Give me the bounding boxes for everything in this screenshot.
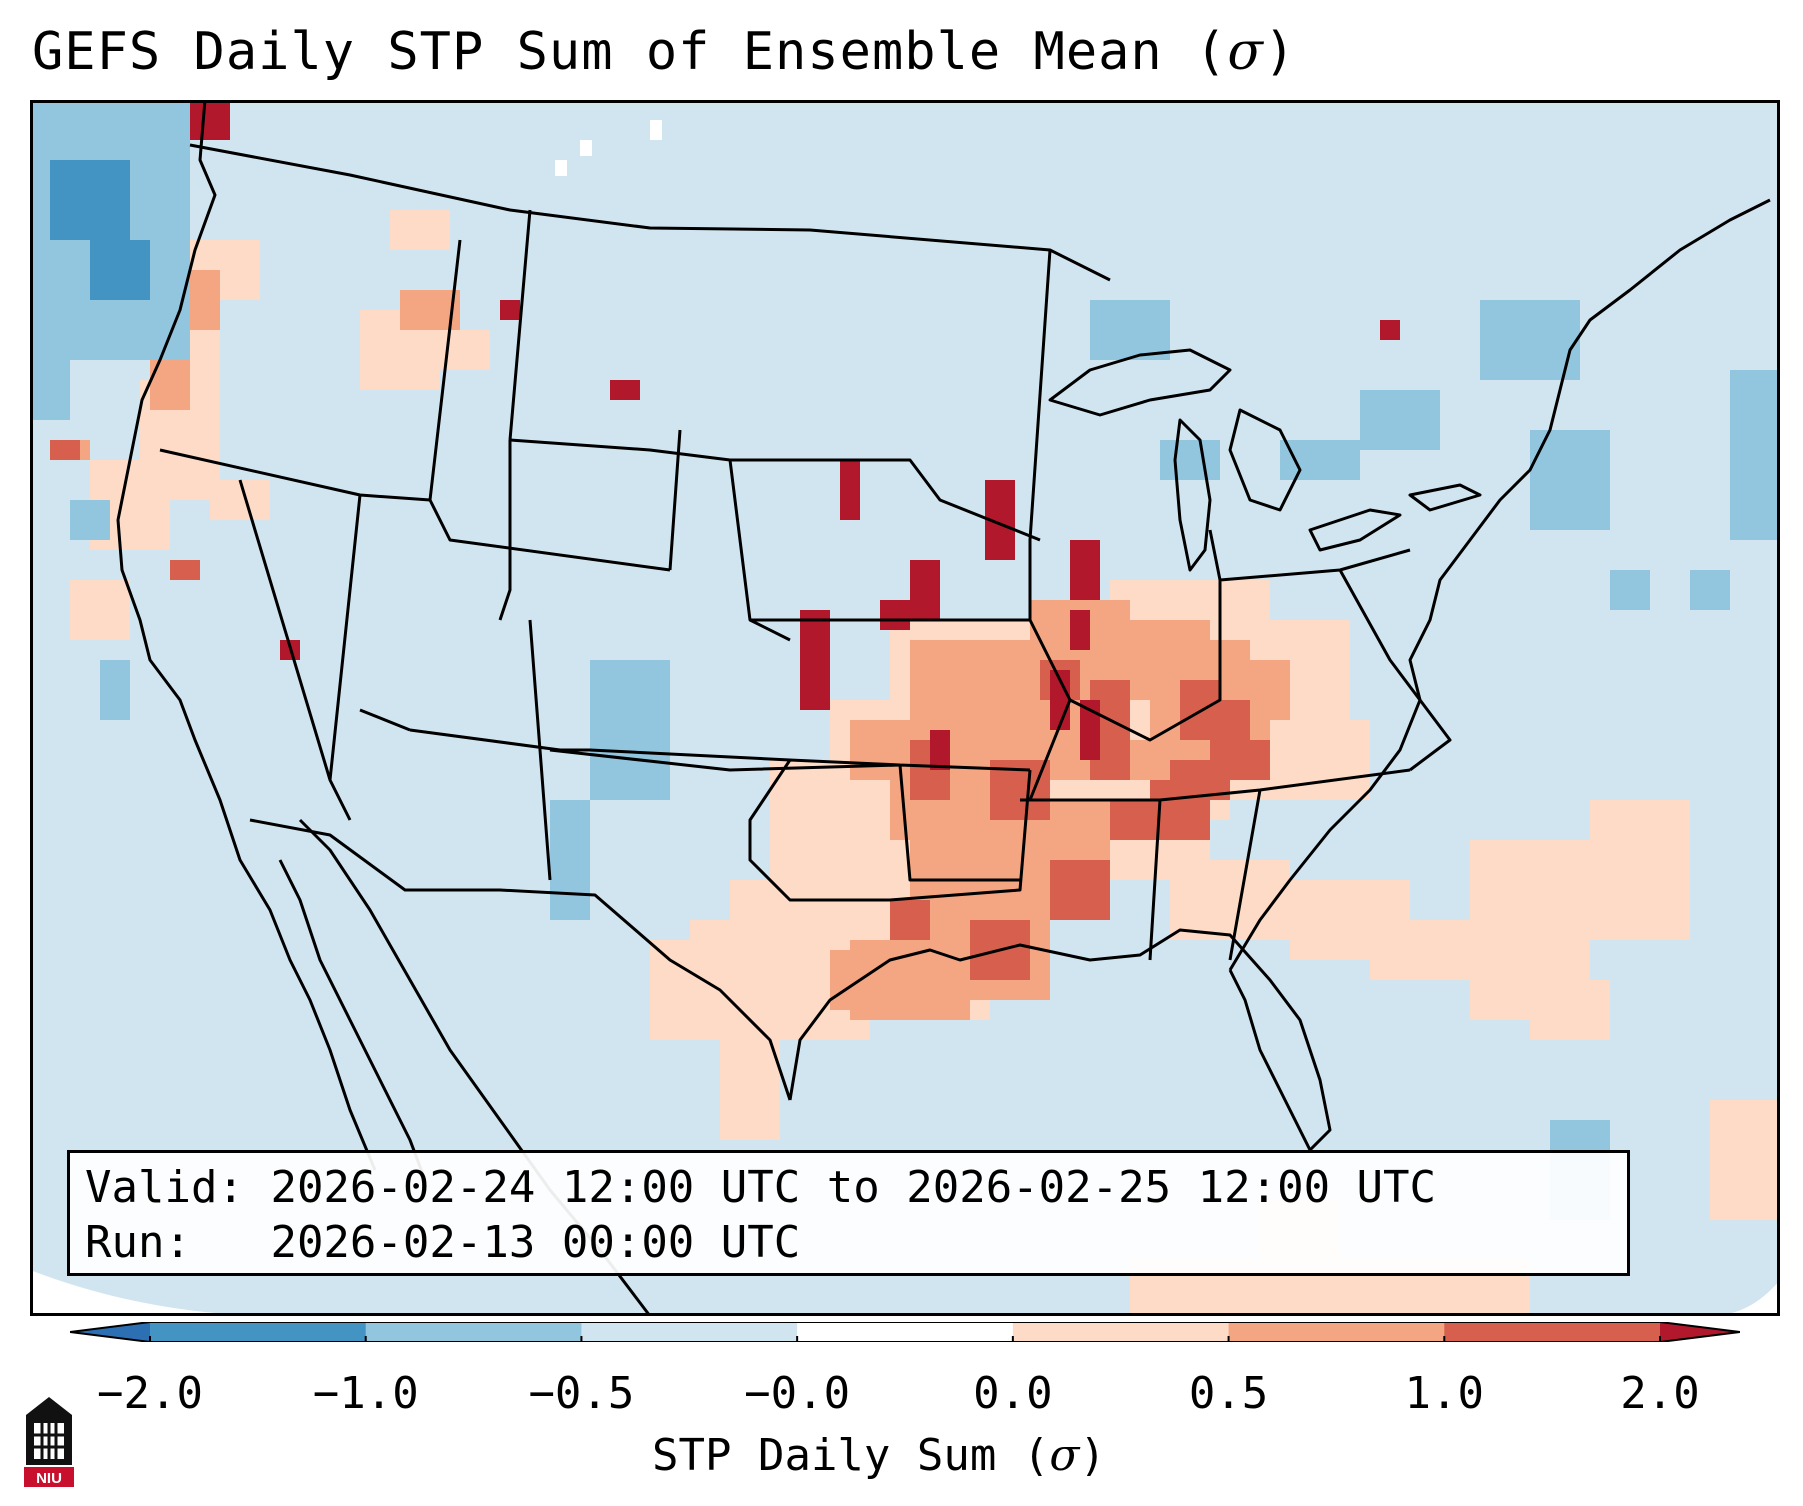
valid-label: Valid: [85, 1162, 244, 1213]
stp-weak-negative [100, 660, 130, 720]
colorbar-tick-label: 0.0 [973, 1368, 1053, 1419]
title-sigma: σ [1227, 22, 1264, 82]
projection-edge-right [1710, 1280, 1780, 1316]
colorbar-segment [1444, 1322, 1661, 1342]
colorbar-segment [797, 1322, 1014, 1342]
colorbar-label-text: STP Daily Sum ( [652, 1430, 1050, 1481]
lake-huron [1228, 408, 1302, 512]
stp-weak-positive [690, 920, 770, 1020]
stp-extreme-positive [500, 300, 520, 320]
boundaries [116, 100, 1771, 1316]
stp-weak-positive [1590, 800, 1690, 940]
stp-extreme-positive [1070, 540, 1100, 600]
stp-zero-cell [580, 140, 592, 156]
colorbar-tick-label: −1.0 [312, 1368, 419, 1419]
colorbar-extend-low [70, 1322, 150, 1342]
baja [278, 859, 427, 1181]
map-panel [30, 100, 1780, 1316]
colorbar-tick-label: 2.0 [1620, 1368, 1700, 1419]
west-coastline [116, 100, 377, 1171]
stp-weak-positive [1170, 860, 1290, 940]
stp-extreme-positive [190, 100, 230, 140]
stp-extreme-positive [1380, 320, 1400, 340]
stp-weak-negative [1690, 570, 1730, 610]
stp-weak-positive [210, 480, 270, 520]
colorbar-label: STP Daily Sum (σ) [652, 1430, 1106, 1481]
colorbar-segment [581, 1322, 798, 1342]
stp-weak-positive [1710, 1100, 1780, 1220]
stp-extreme-positive [1070, 610, 1090, 650]
stp-extreme-positive [1080, 700, 1100, 760]
stp-extreme-positive [840, 460, 860, 520]
lake-superior [1048, 348, 1232, 417]
run-label: Run: [85, 1217, 191, 1268]
lake-michigan [1173, 418, 1212, 572]
stp-weak-negative [1160, 440, 1220, 480]
stp-weak-positive [430, 330, 490, 370]
stp-weak-negative [1280, 440, 1360, 480]
title-close: ) [1263, 22, 1297, 82]
lake-erie [1308, 508, 1402, 552]
colorbar-tick-label: 0.5 [1188, 1368, 1269, 1419]
stp-moderate-positive [830, 950, 910, 1010]
stp-weak-negative [30, 360, 70, 420]
stp-extreme-positive [800, 610, 830, 710]
stp-moderate-positive [910, 820, 990, 880]
east-coast [1228, 198, 1771, 971]
stp-weak-positive [390, 210, 450, 250]
lake-ontario [1408, 483, 1482, 512]
stp-weak-negative [1090, 300, 1170, 360]
stp-extreme-positive [880, 600, 910, 630]
stp-weak-positive [770, 760, 890, 900]
colorbar-extend-high [1660, 1322, 1740, 1342]
stp-strong-negative [90, 240, 150, 300]
colorbar-label-close: ) [1079, 1430, 1106, 1481]
colorbar-tick-label: −0.0 [744, 1368, 851, 1419]
stp-field [30, 100, 1780, 1316]
stp-weak-positive [720, 1020, 780, 1140]
state-lines [159, 209, 1452, 961]
stp-weak-positive [1530, 980, 1610, 1040]
stp-weak-negative [1360, 390, 1440, 450]
title-text: GEFS Daily STP Sum of Ensemble Mean ( [32, 22, 1228, 82]
stp-strong-positive [1110, 800, 1150, 840]
valid-run-box: Valid: 2026-02-24 12:00 UTC to 2026-02-2… [67, 1150, 1630, 1276]
colorbar-tick-label: 1.0 [1404, 1368, 1485, 1419]
stp-extreme-positive [930, 730, 950, 770]
stp-weak-negative [590, 660, 670, 800]
stp-strong-positive [1050, 860, 1110, 920]
projection-edge [30, 1270, 280, 1316]
colorbar-segment [1012, 1322, 1230, 1342]
stp-weak-negative [1480, 300, 1580, 380]
stp-weak-negative [1610, 570, 1650, 610]
stp-weak-negative [70, 500, 110, 540]
stp-zero-cell [555, 160, 567, 176]
stp-strong-positive [1230, 740, 1270, 780]
stp-strong-positive [50, 440, 80, 460]
chart-title: GEFS Daily STP Sum of Ensemble Mean (σ) [32, 22, 1296, 82]
colorbar [70, 1322, 1740, 1342]
stp-weak-negative [550, 800, 590, 920]
stp-strong-negative [50, 160, 130, 240]
valid-value: 2026-02-24 12:00 UTC to 2026-02-25 12:00… [270, 1162, 1437, 1213]
stp-extreme-positive [610, 380, 640, 400]
run-value: 2026-02-13 00:00 UTC [270, 1217, 801, 1268]
stp-strong-positive [890, 900, 930, 940]
stp-weak-negative [1730, 370, 1780, 540]
stp-extreme-positive [910, 560, 940, 620]
colorbar-segment [365, 1322, 582, 1342]
colorbar-segment [150, 1322, 367, 1342]
colorbar-label-sigma: σ [1049, 1430, 1080, 1481]
stp-strong-positive [170, 560, 200, 580]
stp-weak-positive [70, 580, 130, 640]
colorbar-tick-label: −2.0 [97, 1368, 203, 1419]
gulf-coast [788, 928, 1332, 1152]
mexico-border [249, 818, 792, 1101]
stp-zero-cell [650, 120, 662, 140]
colorbar-tick-label: −0.5 [528, 1368, 635, 1419]
niu-logo: NIU [24, 1397, 74, 1487]
colorbar-segment [1228, 1322, 1445, 1342]
map-frame [30, 100, 1780, 1316]
logo-text: NIU [36, 1470, 62, 1487]
